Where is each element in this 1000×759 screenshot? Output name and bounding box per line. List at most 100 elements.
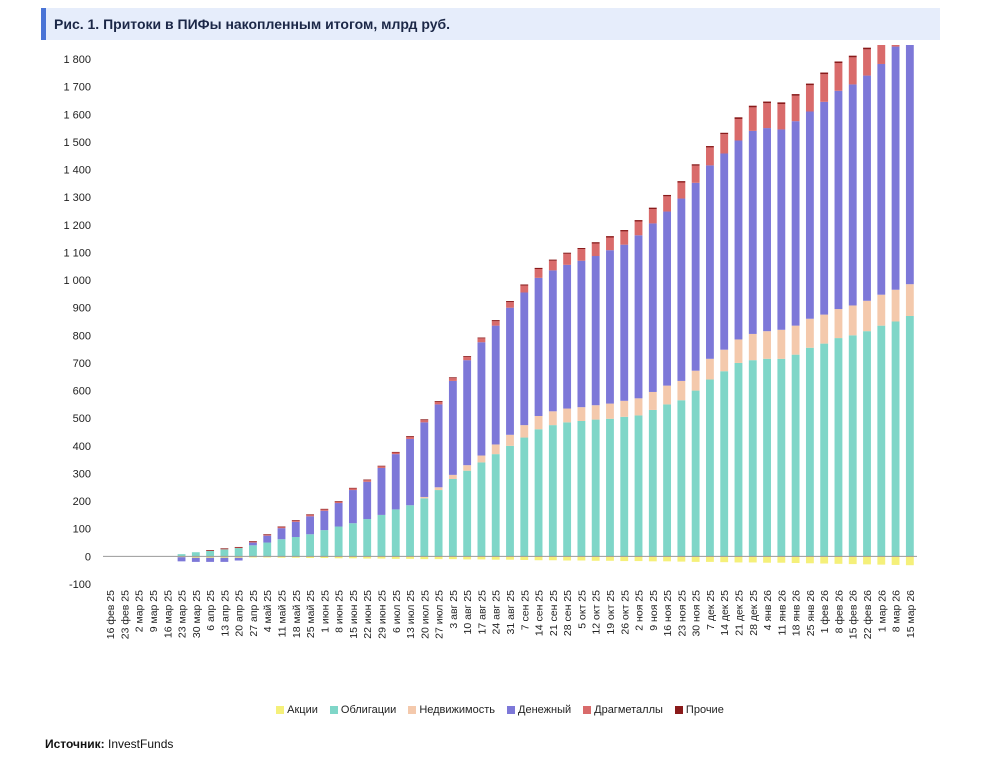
x-tick-label: 23 ноя 25 [676, 590, 688, 637]
bar-4-52 [848, 57, 857, 85]
bar-4-38 [648, 209, 657, 224]
bar-1-19 [377, 514, 386, 557]
bar-0-53 [863, 556, 871, 565]
x-tick-label: 1 июн 25 [319, 590, 331, 633]
y-tick-label: 1 400 [63, 165, 91, 177]
bar-2-37 [634, 398, 643, 416]
bar-0-32 [563, 556, 572, 561]
bar-1-50 [820, 343, 829, 557]
bar-1-15 [320, 530, 329, 557]
legend-item: Драгметаллы [583, 704, 663, 716]
bar-0-23 [434, 556, 443, 560]
bar-4-12 [277, 526, 286, 529]
bar-3-52 [848, 84, 857, 306]
y-tick-label: 300 [73, 468, 91, 480]
bar-4-48 [791, 95, 800, 122]
legend-item: Прочие [674, 704, 724, 716]
bar-4-51 [834, 63, 843, 91]
bar-3-47 [777, 129, 786, 330]
bar-3-33 [577, 260, 586, 408]
x-tick-label: 7 сен 25 [519, 590, 531, 630]
bar-5-10 [249, 541, 257, 542]
bar-2-31 [548, 411, 557, 426]
bar-1-25 [463, 470, 472, 557]
x-tick-label: 17 авг 25 [476, 590, 488, 635]
bar-1-39 [663, 404, 672, 557]
bar-1-27 [491, 454, 500, 557]
bar-4-49 [805, 85, 814, 112]
bar-3-40 [677, 198, 686, 381]
legend-item: Акции [276, 704, 318, 716]
bar-5-9 [234, 546, 243, 548]
bar-2-26 [477, 455, 486, 463]
bar-0-34 [591, 556, 600, 561]
bar-3-37 [634, 235, 643, 399]
bar-2-34 [591, 405, 600, 420]
y-tick-label: 400 [73, 441, 91, 453]
bar-0-7 [206, 556, 215, 558]
y-tick-label: 200 [73, 496, 91, 508]
bar-2-51 [834, 309, 843, 339]
bar-4-41 [691, 165, 700, 183]
source-note: Источник: InvestFunds [45, 737, 173, 751]
bar-1-23 [434, 490, 443, 557]
bar-5-31 [548, 259, 557, 261]
bar-3-13 [291, 521, 300, 538]
bar-0-13 [291, 556, 300, 558]
bar-1-7 [206, 550, 215, 557]
bar-1-45 [748, 360, 757, 557]
x-tick-label: 23 мар 25 [177, 590, 189, 638]
x-tick-label: 28 дек 25 [748, 590, 760, 636]
x-tick-label: 30 ноя 25 [691, 590, 703, 637]
x-tick-label: 4 янв 26 [762, 590, 774, 631]
bar-5-42 [706, 146, 714, 148]
bar-3-20 [391, 454, 400, 510]
bar-4-19 [377, 466, 386, 468]
y-tick-label: 1 200 [63, 220, 91, 232]
bar-0-16 [334, 556, 343, 559]
y-tick-label: 800 [73, 330, 91, 342]
x-tick-label: 12 окт 25 [591, 590, 603, 635]
bar-3-36 [620, 244, 629, 401]
bar-3-45 [748, 130, 757, 334]
bar-3-56 [905, 45, 914, 285]
bar-4-11 [263, 534, 272, 536]
legend-label: Облигации [340, 704, 397, 716]
bar-4-47 [777, 104, 786, 130]
x-tick-label: 1 мар 26 [876, 590, 888, 632]
bar-0-10 [249, 556, 257, 558]
bar-3-50 [820, 101, 829, 315]
bar-0-46 [763, 556, 771, 563]
bar-1-21 [406, 505, 414, 557]
bar-1-8 [220, 549, 229, 557]
legend-swatch [674, 706, 683, 714]
bar-0-29 [520, 556, 529, 560]
bar-2-42 [706, 358, 714, 380]
bar-0-35 [606, 556, 614, 561]
bar-5-8 [220, 548, 229, 549]
bar-5-36 [620, 230, 629, 232]
x-tick-label: 13 апр 25 [219, 590, 231, 637]
x-tick-label: 19 окт 25 [605, 590, 617, 635]
x-tick-label: 6 июл 25 [391, 590, 403, 633]
bar-5-34 [591, 242, 600, 244]
bar-3-38 [648, 223, 657, 392]
y-tick-label: 1 000 [63, 275, 91, 287]
x-tick-label: 18 май 25 [291, 590, 303, 638]
bar-3-44 [734, 140, 743, 340]
bar-3-15 [320, 510, 329, 531]
bar-4-50 [820, 74, 829, 102]
bar-5-29 [520, 284, 529, 286]
bar-4-46 [763, 103, 771, 129]
bar-2-29 [520, 425, 529, 438]
bar-4-53 [863, 49, 871, 76]
bar-2-50 [820, 314, 829, 344]
bar-4-31 [548, 260, 557, 271]
bar-5-40 [677, 181, 686, 183]
bar-5-44 [734, 117, 743, 119]
bar-5-19 [377, 465, 386, 467]
legend-item: Облигации [329, 704, 397, 716]
bar-2-52 [848, 305, 857, 336]
bar-0-8 [220, 556, 229, 558]
bar-5-24 [448, 377, 457, 379]
